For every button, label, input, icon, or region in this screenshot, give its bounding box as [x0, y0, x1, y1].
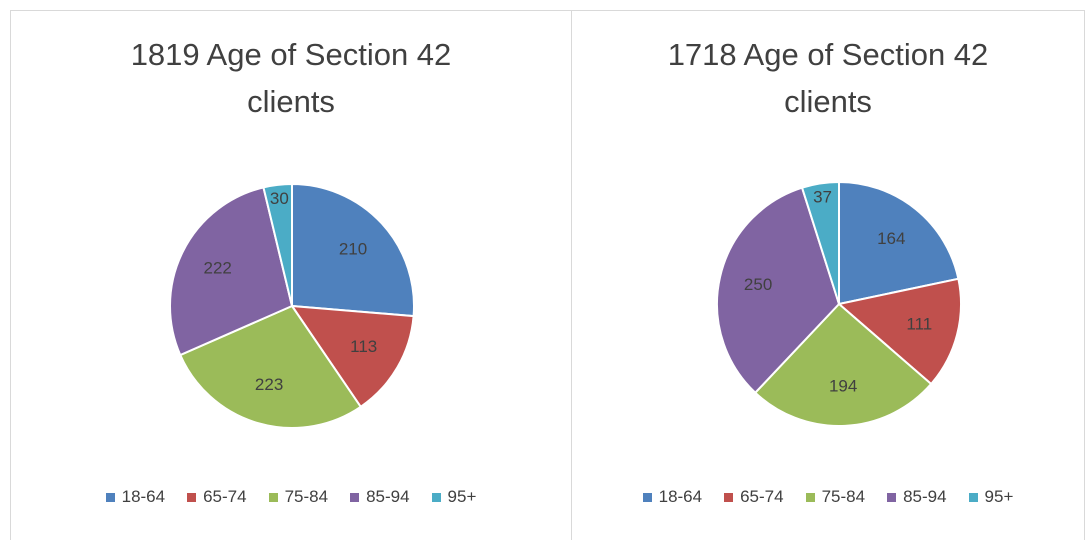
legend-item: 95+ — [431, 487, 477, 507]
legend-swatch — [105, 492, 115, 502]
legend-swatch — [887, 492, 897, 502]
legend-item: 18-64 — [105, 487, 166, 507]
legend-label: 65-74 — [740, 487, 784, 506]
pie-slice — [800, 180, 840, 305]
legend-swatch — [187, 492, 197, 502]
legend: 18-64 65-74 75-84 85-94 95+ — [11, 487, 571, 507]
data-label: 194 — [829, 376, 857, 395]
pie-slice — [289, 304, 415, 409]
data-label: 37 — [813, 187, 832, 206]
legend-swatch — [350, 492, 360, 502]
legend-item: 95+ — [968, 487, 1014, 507]
legend: 18-64 65-74 75-84 85-94 95+ — [572, 487, 1084, 507]
legend-label: 18-64 — [658, 487, 703, 506]
legend-label: 65-74 — [203, 487, 247, 506]
legend-item: 85-94 — [887, 487, 947, 507]
chart-panel: 164 111 194 250 37 18-64 65-74 75-84 85-94 95+ 171… — [571, 10, 1085, 540]
legend-label: 95+ — [984, 487, 1014, 506]
legend-label: 18-64 — [121, 487, 166, 506]
legend-swatch — [642, 492, 652, 502]
legend-swatch — [724, 492, 734, 502]
pie-slice — [178, 304, 363, 429]
chart-title: 1718 Age of Section 42 clients — [667, 37, 989, 119]
pie-slice — [716, 186, 841, 395]
pie-slice — [169, 186, 294, 357]
legend-label: 95+ — [447, 487, 477, 506]
data-label: 222 — [203, 259, 231, 278]
pie-slice — [753, 302, 933, 427]
legend-item: 75-84 — [805, 487, 866, 507]
data-label: 111 — [906, 314, 932, 333]
legend-swatch — [968, 492, 978, 502]
legend-swatch — [431, 492, 441, 502]
legend-item: 65-74 — [724, 487, 784, 507]
pie-slice — [838, 180, 960, 306]
data-label: 223 — [255, 375, 283, 394]
legend-item: 18-64 — [642, 487, 703, 507]
data-label: 30 — [270, 189, 289, 208]
legend-item: 75-84 — [268, 487, 329, 507]
pie-slice — [291, 182, 415, 318]
data-label: 250 — [744, 275, 772, 294]
pie-slice — [262, 182, 293, 307]
legend-swatch — [805, 492, 815, 502]
chart-title: 1819 Age of Section 42 clients — [130, 37, 452, 119]
pie-chart: 164 111 194 250 37 — [716, 180, 962, 427]
data-label: 113 — [350, 337, 377, 356]
legend-item: 65-74 — [187, 487, 247, 507]
data-label: 164 — [877, 229, 905, 248]
legend-label: 75-84 — [821, 487, 866, 506]
legend-label: 85-94 — [366, 487, 410, 506]
legend-label: 75-84 — [284, 487, 329, 506]
pie-chart: 210 113 223 222 30 — [169, 182, 415, 429]
data-label: 210 — [339, 239, 367, 258]
legend-item: 85-94 — [350, 487, 410, 507]
legend-swatch — [268, 492, 278, 502]
pie-slice — [836, 277, 962, 386]
chart-panel: 210 113 223 222 30 18-64 65-74 75-84 85-94 95+ 181… — [10, 10, 572, 540]
legend-label: 85-94 — [903, 487, 947, 506]
